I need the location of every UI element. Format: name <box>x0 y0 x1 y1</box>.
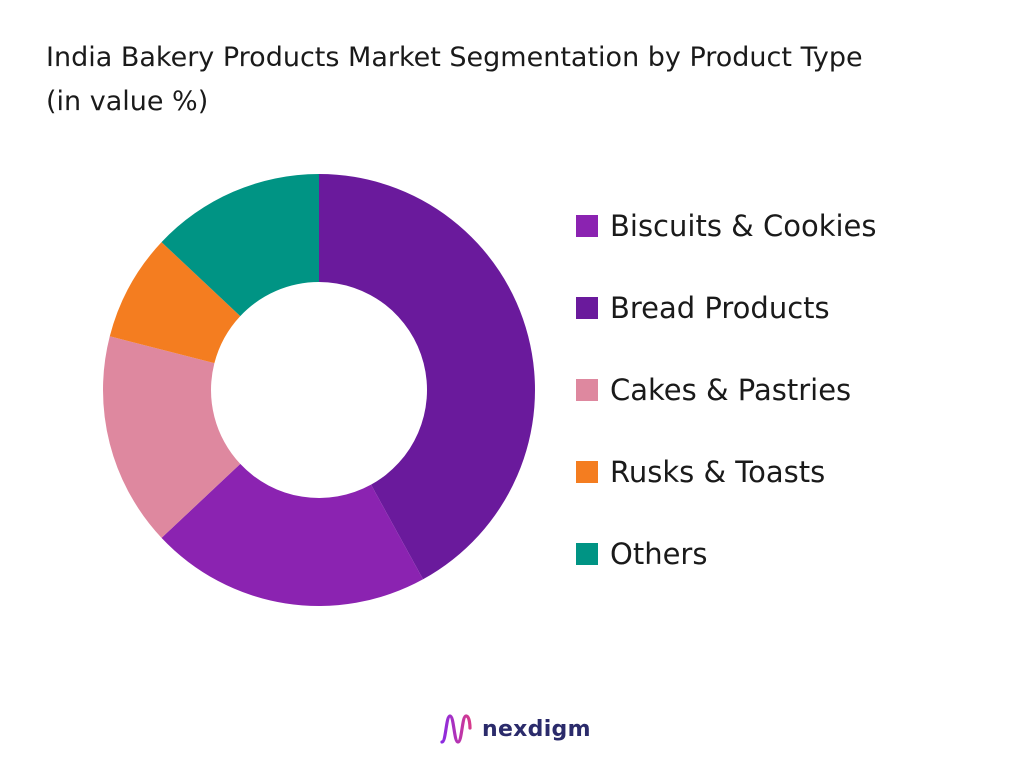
nexdigm-logo-icon <box>440 714 472 744</box>
legend-swatch <box>576 378 598 401</box>
donut-slice-bread-products <box>319 174 535 580</box>
legend-swatch <box>576 296 598 319</box>
legend-swatch <box>576 542 598 565</box>
legend-label: Bread Products <box>610 290 830 325</box>
donut-slice-rusks-toasts <box>109 242 241 364</box>
legend-item: Bread Products <box>576 287 877 328</box>
chart-subtitle: (in value %) <box>46 86 209 117</box>
legend-item: Rusks & Toasts <box>576 451 877 492</box>
donut-slices <box>103 174 535 606</box>
legend-label: Biscuits & Cookies <box>610 208 877 243</box>
legend-label: Rusks & Toasts <box>610 454 826 489</box>
legend-label: Others <box>610 536 708 571</box>
brand-footer: nexdigm <box>438 712 591 746</box>
chart-title: India Bakery Products Market Segmentatio… <box>46 36 1006 124</box>
donut-slice-others <box>161 174 319 317</box>
legend-label: Cakes & Pastries <box>610 372 852 407</box>
donut-slice-cakes-pastries <box>103 336 241 538</box>
brand-name: nexdigm <box>482 716 591 742</box>
legend-item: Biscuits & Cookies <box>576 205 877 246</box>
legend-swatch <box>576 214 598 237</box>
legend-item: Others <box>576 533 877 574</box>
donut-slice-biscuits-cookies <box>161 463 424 606</box>
chart-legend: Biscuits & Cookies Bread Products Cakes & … <box>576 205 877 615</box>
legend-item: Cakes & Pastries <box>576 369 877 410</box>
chart-title-line: India Bakery Products Market Segmentatio… <box>46 42 863 73</box>
legend-swatch <box>576 460 598 483</box>
